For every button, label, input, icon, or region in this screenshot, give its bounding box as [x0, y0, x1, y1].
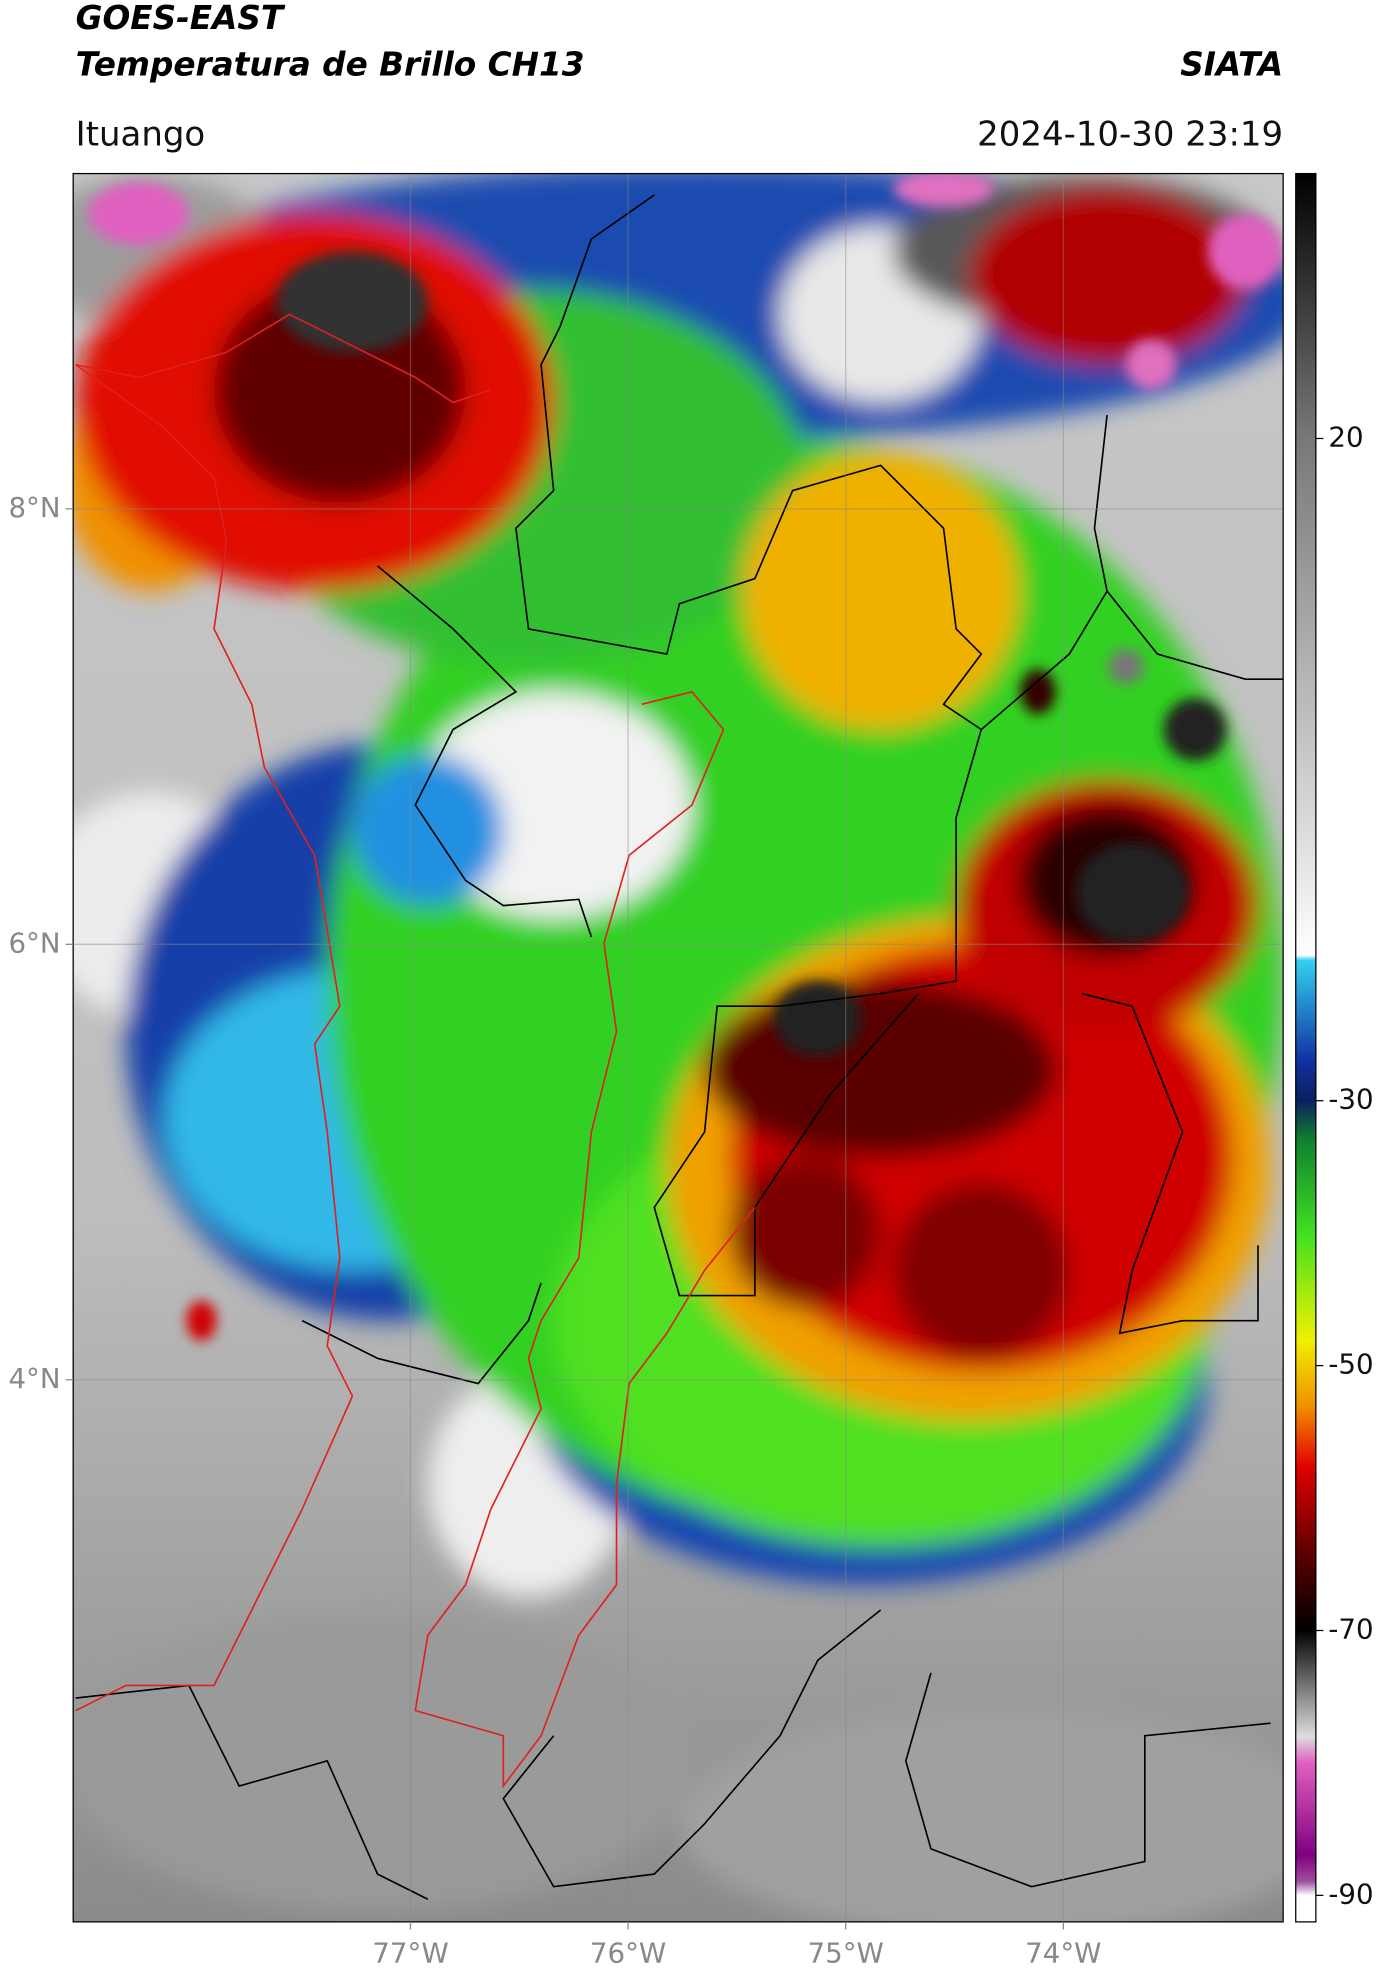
- location: Ituango: [76, 114, 206, 154]
- colorbar-tick-label: -70: [1328, 1612, 1373, 1645]
- colorbar-tick-label: -30: [1328, 1083, 1373, 1116]
- subtitle: Temperatura de Brillo CH13: [76, 46, 585, 84]
- y-tick-label: 8°N: [8, 491, 60, 524]
- y-tick-label: 4°N: [8, 1362, 60, 1395]
- agency: SIATA: [1180, 46, 1283, 84]
- colorbar-tick-label: -90: [1328, 1877, 1373, 1910]
- map-frame: [72, 172, 1284, 1923]
- x-tick-label: 74°W: [1025, 1937, 1101, 1970]
- title: GOES-EAST: [76, 0, 286, 37]
- x-tick-label: 75°W: [808, 1937, 884, 1970]
- x-tick-label: 76°W: [590, 1937, 666, 1970]
- satellite-image: [73, 173, 1284, 1922]
- x-tick-label: 77°W: [372, 1937, 448, 1970]
- colorbar-tick-label: 20: [1328, 420, 1363, 453]
- timestamp: 2024-10-30 23:19: [977, 114, 1283, 154]
- y-tick-label: 6°N: [8, 926, 60, 959]
- colorbar: [1295, 172, 1317, 1923]
- colorbar-tick-label: -50: [1328, 1348, 1373, 1381]
